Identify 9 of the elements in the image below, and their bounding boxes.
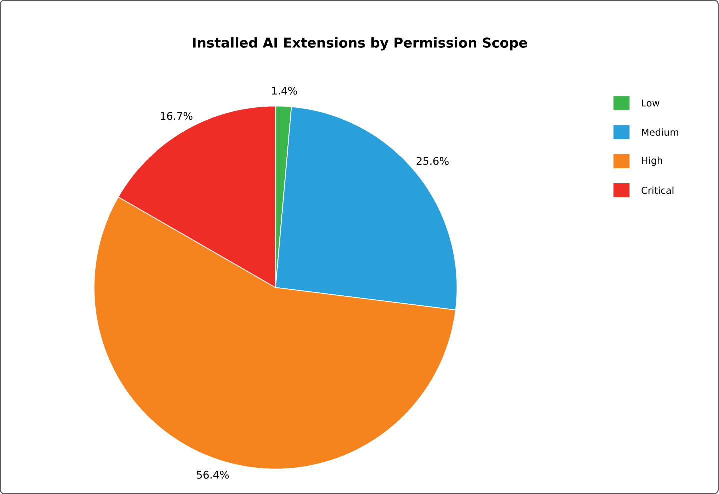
data-label: 25.6% <box>416 157 449 165</box>
legend-label: Medium <box>642 128 678 136</box>
data-label: 1.4% <box>272 86 298 95</box>
data-label: 16.7% <box>161 112 193 120</box>
legend-label: Critical <box>642 186 674 194</box>
legend-label: High <box>642 156 662 166</box>
chart-title: Installed AI Extensions by Permission Scope <box>193 37 528 51</box>
data-label: 56.4% <box>197 470 230 479</box>
legend-label: Low <box>642 100 660 107</box>
